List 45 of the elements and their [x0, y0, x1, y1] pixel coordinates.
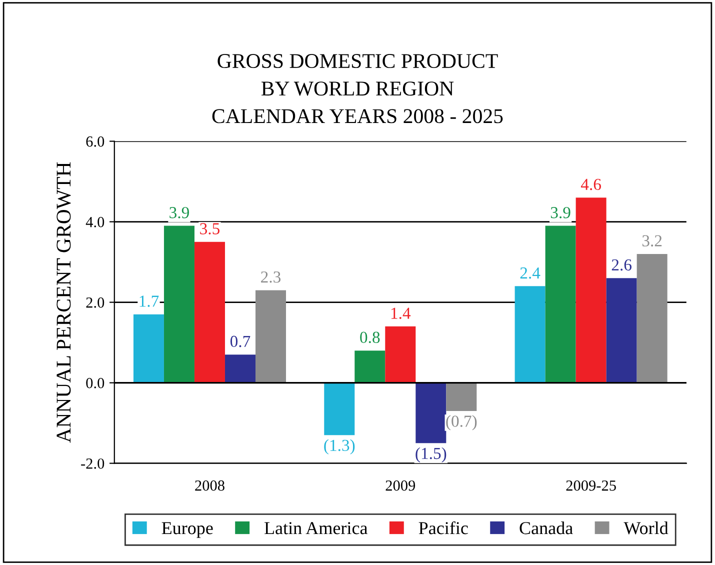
bar	[133, 314, 164, 383]
bar	[255, 290, 286, 383]
y-tick-label: 0.0	[86, 378, 104, 388]
data-label: 2.3	[261, 271, 281, 283]
bar	[576, 198, 606, 383]
chart-title: GROSS DOMESTIC PRODUCT BY WORLD REGION CALENDAR YEARS 2008 - 2025	[212, 54, 503, 124]
y-tick-label: 6.0	[86, 136, 104, 147]
data-label: 3.5	[200, 223, 220, 234]
bar	[385, 326, 416, 383]
legend-label: Canada	[520, 522, 573, 534]
bar	[545, 226, 576, 383]
x-tick-label: 2009-25	[566, 480, 616, 491]
bar	[514, 286, 546, 383]
bar	[606, 278, 637, 383]
y-tick-label: -2.0	[81, 458, 104, 469]
bar	[636, 254, 668, 383]
x-tick-label: 2009	[386, 480, 416, 491]
data-label: 2.4	[520, 267, 540, 279]
data-label: (1.3)	[324, 439, 355, 454]
data-label: 2.6	[612, 259, 632, 271]
bar	[354, 350, 386, 383]
legend-label: Europe	[162, 522, 213, 538]
bar	[416, 382, 446, 444]
data-label: 1.4	[391, 308, 411, 319]
data-label: (0.7)	[446, 415, 477, 430]
y-tick-label: 2.0	[86, 297, 104, 308]
data-label: 0.8	[360, 332, 380, 344]
data-label: 1.7	[140, 296, 159, 307]
data-label: 4.6	[580, 178, 601, 190]
y-axis-title: ANNUAL PERCENT GROWTH	[56, 162, 71, 443]
legend-label: Latin America	[264, 522, 368, 534]
data-label: 3.9	[170, 207, 189, 218]
legend-label: World	[624, 522, 668, 534]
data-label: 3.2	[642, 235, 662, 246]
data-label: 3.9	[550, 207, 570, 218]
bar	[164, 226, 194, 383]
bar	[446, 382, 477, 411]
bar	[224, 354, 256, 383]
bar	[324, 382, 355, 436]
data-label: (1.5)	[416, 447, 446, 462]
x-tick-label: 2008	[195, 480, 224, 491]
y-tick-label: 4.0	[86, 216, 104, 228]
data-label: 0.7	[230, 336, 250, 348]
legend-label: Pacific	[418, 521, 468, 534]
bar	[194, 242, 225, 383]
